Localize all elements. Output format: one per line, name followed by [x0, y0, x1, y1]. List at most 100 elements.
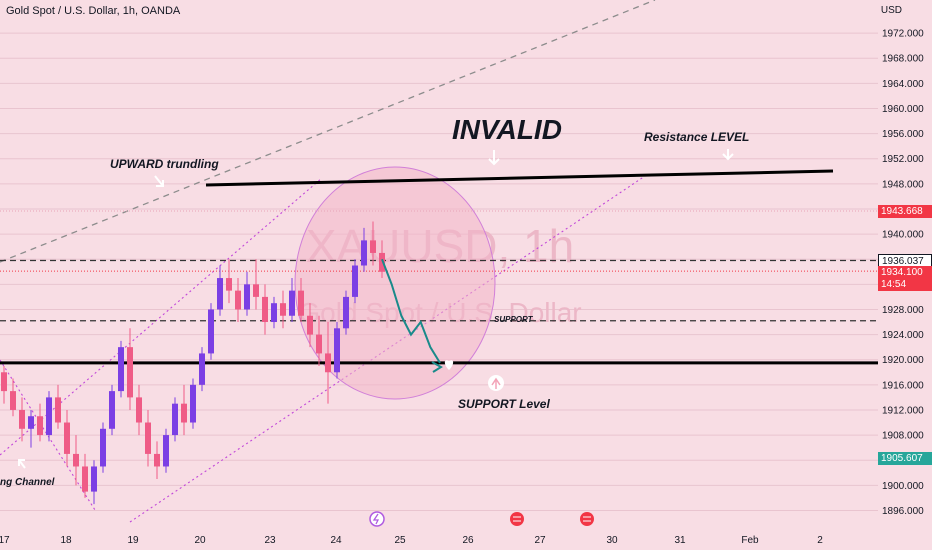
candle-body [118, 347, 124, 392]
x-tick-label: 27 [534, 535, 546, 546]
highlight-ellipse [294, 166, 496, 400]
candle-body [361, 240, 367, 266]
candle-body [262, 296, 268, 323]
upper-dashed-trendline [0, 0, 656, 263]
candle-body [235, 290, 241, 310]
candle-body [271, 303, 277, 323]
annotations: INVALID Resistance LEVEL UPWARD trundling S… [0, 114, 749, 527]
candle-body [1, 372, 7, 392]
projection-arrowhead [431, 361, 443, 373]
x-tick-label: 17 [0, 535, 10, 546]
x-tick-label: 20 [194, 535, 206, 546]
projection-path [381, 258, 441, 364]
support-up-arrow-icon [488, 375, 504, 391]
candle-body [226, 278, 232, 291]
candle-body [163, 435, 169, 467]
candle-body [82, 466, 88, 492]
y-tick-label: 1908.000 [882, 431, 924, 442]
y-tick-label: 1972.000 [882, 29, 924, 40]
candle-body [289, 290, 295, 316]
price-tag-low: 1905.607 [878, 452, 932, 465]
y-tick-label: 1948.000 [882, 179, 924, 190]
candle-body [334, 328, 340, 373]
candle-body [208, 309, 214, 354]
candle-body [37, 416, 43, 436]
x-tick-label: 2 [817, 535, 823, 546]
candle-body [316, 334, 322, 354]
support-small-label: SUPPORT [494, 315, 534, 324]
currency-label: USD [880, 5, 902, 16]
candle-body [352, 265, 358, 297]
y-tick-label: 1900.000 [882, 481, 924, 492]
y-tick-label: 1952.000 [882, 154, 924, 165]
resistance-down-arrow-icon [722, 149, 734, 161]
candle-body [55, 397, 61, 423]
x-tick-label: 25 [394, 535, 406, 546]
candle-body [181, 403, 187, 423]
x-tick-label: 24 [330, 535, 342, 546]
event-flag-icon [580, 512, 594, 526]
y-tick-label: 1896.000 [882, 506, 924, 517]
candle-body [217, 278, 223, 310]
candle-body [379, 252, 385, 272]
x-tick-label: Feb [741, 535, 759, 546]
x-tick-label: 18 [60, 535, 72, 546]
heart-icon [444, 360, 454, 370]
dividend-icon [369, 511, 385, 527]
y-tick-label: 1924.000 [882, 330, 924, 341]
y-tick-label: 1940.000 [882, 230, 924, 241]
candle-body [190, 384, 196, 423]
x-tick-label: 31 [674, 535, 686, 546]
y-tick-label: 1960.000 [882, 104, 924, 115]
y-tick-label: 1912.000 [882, 405, 924, 416]
resistance-label: Resistance LEVEL [644, 130, 749, 144]
upward-down-arrow-icon [154, 175, 164, 187]
candle-body [172, 403, 178, 436]
y-tick-label: 1916.000 [882, 380, 924, 391]
candle-body [28, 416, 34, 429]
y-tick-label: 1928.000 [882, 305, 924, 316]
candle-body [280, 303, 286, 316]
candle-body [10, 391, 16, 410]
x-tick-label: 26 [462, 535, 474, 546]
x-tick-label: 30 [606, 535, 618, 546]
event-flag-icon [510, 512, 524, 526]
time-axis: 17 18 19 20 23 24 25 26 27 30 31 Feb 2 [0, 535, 823, 546]
y-tick-label: 1956.000 [882, 129, 924, 140]
price-tag-high: 1943.668 [878, 205, 932, 218]
level-lines [0, 169, 878, 365]
y-tick-label: 1964.000 [882, 79, 924, 90]
invalid-label: INVALID [452, 114, 562, 145]
x-tick-label: 23 [264, 535, 276, 546]
candles [1, 221, 385, 505]
candle-body [370, 240, 376, 253]
channel-arrow-icon [18, 459, 26, 469]
candle-body [154, 453, 160, 467]
candle-body [136, 397, 142, 423]
candle-body [325, 353, 331, 373]
chart-title: Gold Spot / U.S. Dollar, 1h, OANDA [6, 5, 181, 17]
invalid-down-arrow-icon [488, 150, 500, 166]
candle-body [307, 315, 313, 335]
candle-body [127, 347, 133, 398]
candle-body [100, 428, 106, 467]
support-level-label: SUPPORT Level [458, 397, 550, 411]
x-tick-label: 19 [127, 535, 139, 546]
upward-trundling-label: UPWARD trundling [110, 157, 219, 171]
price-tag-current: 1934.100 [878, 266, 932, 279]
candle-body [64, 422, 70, 454]
candle-body [199, 353, 205, 385]
price-tag-countdown: 14:54 [878, 278, 932, 291]
candle-body [19, 409, 25, 429]
candle-body [343, 296, 349, 329]
resistance-level-line [205, 169, 834, 187]
candle-body [244, 284, 250, 310]
candle-body [91, 466, 97, 492]
y-tick-label: 1920.000 [882, 355, 924, 366]
channel-upper-line [0, 177, 323, 456]
candle-body [298, 290, 304, 316]
projection [381, 258, 454, 373]
candle-body [145, 422, 151, 454]
